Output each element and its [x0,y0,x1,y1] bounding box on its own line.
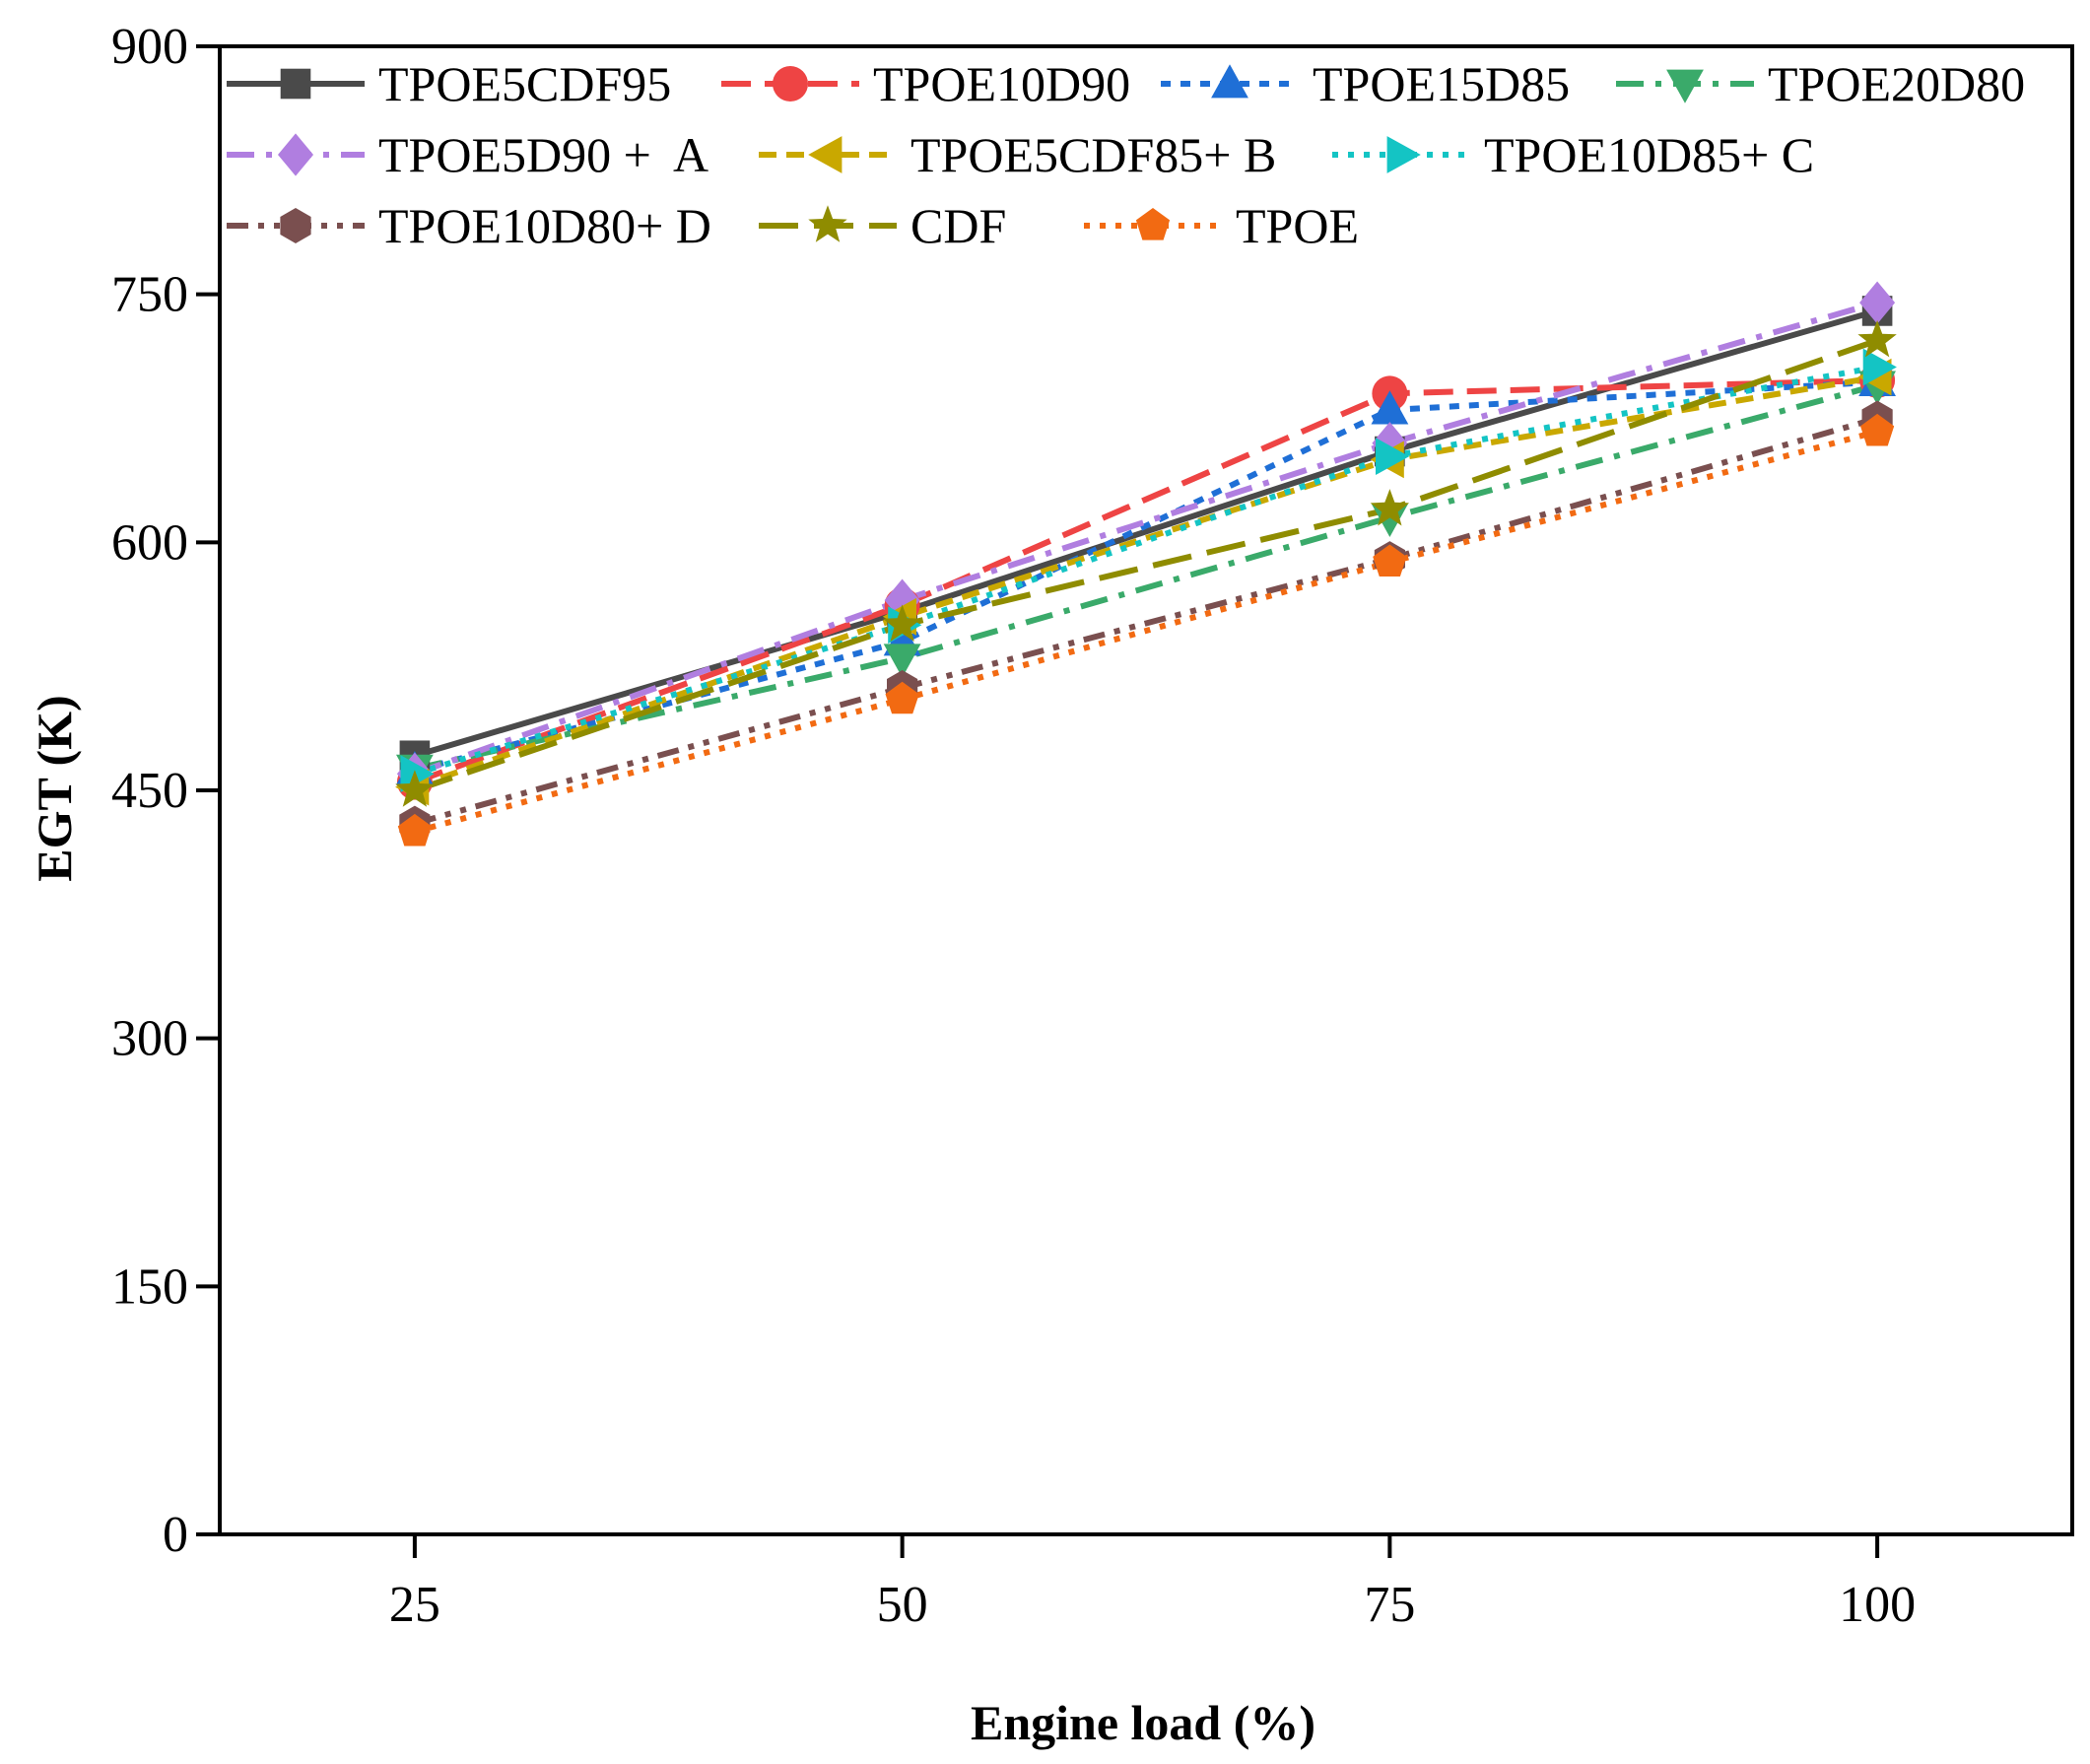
series-line-tpoe10d80-d [414,415,1878,827]
legend-label-tpoe5cdf85-b: TPOE5CDF85+ B [910,127,1276,182]
legend-marker-tpoe [1135,208,1171,240]
legend: TPOE5CDF95 TPOE10D90 TPOE15D85 TPOE20D80 TPO… [227,56,2025,253]
data-point-cdf [1857,319,1897,358]
plot-frame [218,44,2074,1536]
y-axis-title: EGT (K) [27,695,82,881]
y-tick-label: 450 [111,763,188,819]
legend-marker-tpoe10d90 [773,66,808,102]
legend-marker-tpoe20d80 [1666,69,1704,103]
legend-label-tpoe10d85-c: TPOE10D85+ C [1484,127,1814,182]
series-line-tpoe [414,429,1878,835]
axis-ticks: 0 150 300 450 600 750 900 25 50 75 100 [111,19,1916,1633]
legend-label-tpoe10d90: TPOE10D90 [873,56,1130,111]
y-tick-label: 600 [111,514,188,571]
legend-marker-tpoe10d85-c [1386,136,1421,173]
series-line-tpoe10d90 [413,376,1878,785]
series-markers [395,281,1897,847]
legend-marker-cdf [808,205,847,242]
series-line-tpoe5d90-a [413,300,1878,778]
legend-label-tpoe10d80-d: TPOE10D80+ D [378,198,711,253]
y-tick-label: 0 [163,1507,188,1563]
series-line-tpoe5cdf85-b [413,373,1878,790]
legend-item-tpoe10d80-d: TPOE10D80+ D [227,198,711,253]
legend-item-tpoe10d85-c: TPOE10D85+ C [1332,127,1814,182]
data-point-tpoe5d90-a [884,578,920,622]
data-point-cdf [1370,489,1410,526]
legend-label-tpoe15d85: TPOE15D85 [1313,56,1570,111]
legend-label-tpoe: TPOE [1236,198,1359,253]
plot-border [218,44,2074,1536]
legend-item-tpoe5d90-a: TPOE5D90 + A [227,127,708,182]
legend-marker-tpoe5d90-a [278,133,313,176]
legend-item-tpoe5cdf95: TPOE5CDF95 [227,56,671,111]
data-point-tpoe [1860,413,1895,446]
x-axis-title: Engine load (%) [971,1695,1315,1750]
data-point-tpoe10d85-c [1376,438,1410,475]
series-lines [413,300,1879,835]
series-line-tpoe10d85-c [414,364,1878,778]
y-tick-label: 750 [111,267,188,323]
data-point-tpoe10d85-c [1862,348,1897,386]
legend-marker-tpoe5cdf95 [280,68,311,100]
data-point-cdf [882,604,922,642]
y-tick-label: 150 [111,1258,188,1315]
data-point-tpoe20d80 [883,644,921,678]
data-point-tpoe20d80 [1371,503,1409,537]
legend-label-tpoe20d80: TPOE20D80 [1768,56,2025,111]
data-point-tpoe15d85 [1371,390,1409,425]
legend-item-tpoe: TPOE [1084,198,1359,253]
y-tick-label: 300 [111,1011,188,1067]
data-point-tpoe10d85-c [400,755,435,793]
data-point-tpoe [1373,544,1407,577]
data-point-tpoe [397,813,432,847]
legend-label-cdf: CDF [910,198,1006,253]
series-line-tpoe5cdf95 [414,307,1878,759]
legend-marker-tpoe15d85 [1211,64,1248,99]
x-tick-label: 100 [1839,1577,1916,1633]
legend-item-cdf: CDF [759,198,1006,253]
x-tick-label: 25 [389,1577,440,1633]
data-point-tpoe [885,681,919,714]
legend-label-tpoe5d90-a: TPOE5D90 + A [378,127,708,182]
legend-item-tpoe15d85: TPOE15D85 [1161,56,1570,111]
legend-label-tpoe5cdf95: TPOE5CDF95 [378,56,671,111]
series-line-tpoe15d85 [414,378,1878,774]
series-line-tpoe20d80 [414,382,1878,773]
x-tick-label: 75 [1364,1577,1415,1633]
y-tick-label: 900 [111,19,188,75]
data-point-tpoe5d90-a [1859,281,1896,324]
series-line-cdf [413,337,1879,793]
data-point-cdf [395,770,435,807]
legend-marker-tpoe10d80-d [280,208,311,243]
legend-item-tpoe10d90: TPOE10D90 [721,56,1130,111]
legend-item-tpoe20d80: TPOE20D80 [1616,56,2025,111]
x-tick-label: 50 [877,1577,928,1633]
legend-marker-tpoe5cdf85-b [808,136,843,173]
legend-item-tpoe5cdf85-b: TPOE5CDF85+ B [759,127,1276,182]
